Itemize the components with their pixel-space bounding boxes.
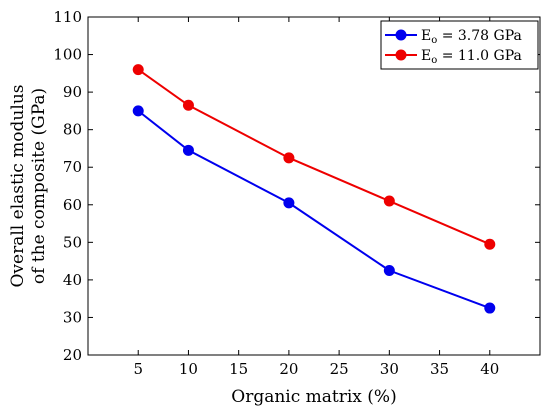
x-tick-label: 30 — [380, 360, 399, 378]
y-tick-label: 70 — [63, 158, 82, 176]
legend-label-subscript: o — [431, 35, 437, 46]
plot-frame — [87, 16, 541, 356]
y-tick-label: 110 — [53, 8, 82, 26]
series-1-point — [283, 152, 295, 164]
x-tick-label: 20 — [279, 360, 298, 378]
series-0-point — [182, 144, 194, 156]
series-0-point — [283, 197, 295, 209]
legend-marker-1 — [395, 49, 407, 61]
y-axis-label-line1: Overall elastic modulus — [8, 85, 28, 288]
series-0-point — [132, 105, 144, 117]
y-tick-label: 30 — [63, 308, 82, 326]
legend-label-main: E — [421, 48, 431, 64]
x-tick-label: 35 — [430, 360, 449, 378]
y-tick-label: 90 — [63, 83, 82, 101]
series-1-point — [132, 64, 144, 76]
x-tick-label: 10 — [179, 360, 198, 378]
legend-label-1: Eo = 11.0 GPa — [421, 48, 522, 66]
y-axis-label-line2: of the composite (GPa) — [29, 88, 49, 284]
y-tick-label: 20 — [63, 346, 82, 364]
legend-marker-0 — [395, 29, 407, 41]
legend-label-rest: = 3.78 GPa — [437, 28, 522, 44]
series-1-point — [484, 238, 496, 250]
series-group — [132, 64, 496, 314]
y-tick-label: 100 — [53, 46, 82, 64]
x-tick-label: 40 — [480, 360, 499, 378]
series-line-0 — [137, 110, 491, 309]
x-tick-label: 15 — [229, 360, 248, 378]
series-line-1 — [137, 68, 491, 246]
x-tick-label: 5 — [133, 360, 143, 378]
y-axis-label: Overall elastic modulus of the composite… — [8, 85, 49, 288]
y-tick-label: 60 — [63, 196, 82, 214]
legend-label-subscript: o — [431, 55, 437, 66]
series-1-point — [182, 99, 194, 111]
series-0-point — [484, 302, 496, 314]
legend-label-main: E — [421, 28, 431, 44]
axis-ticks: 5 10 15 20 25 30 35 40 20 30 40 50 60 70 80 90 100 110 — [53, 8, 540, 378]
x-tick-label: 25 — [330, 360, 349, 378]
legend-label-rest: = 11.0 GPa — [437, 48, 522, 64]
y-tick-label: 80 — [63, 121, 82, 139]
legend-label-0: Eo = 3.78 GPa — [421, 28, 522, 46]
legend-box — [380, 20, 539, 70]
x-axis-label: Organic matrix (%) — [231, 387, 396, 407]
series-0-point — [383, 265, 395, 276]
y-tick-label: 50 — [63, 233, 82, 251]
y-tick-label: 40 — [63, 271, 82, 289]
series-1-point — [383, 195, 395, 207]
